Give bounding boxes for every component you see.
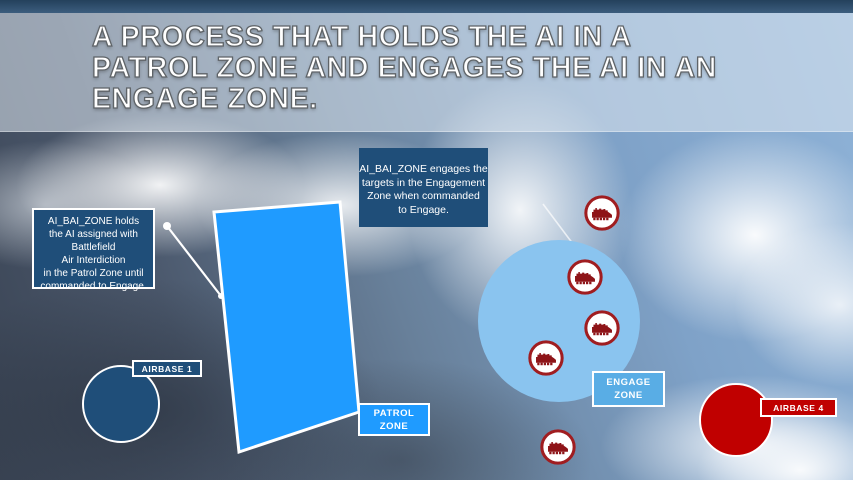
- target-icon: [583, 309, 621, 347]
- connector-dot-end: [218, 293, 224, 299]
- engage-callout: AI_BAI_ZONE engages the targets in the E…: [359, 148, 488, 227]
- target-icon: [583, 194, 621, 232]
- tank-silhouette: [548, 442, 568, 455]
- patrol-callout: AI_BAI_ZONE holds the AI assigned with B…: [32, 208, 155, 292]
- connector-line: [166, 225, 222, 297]
- tank-target-icon: [528, 340, 564, 376]
- tank-silhouette: [592, 208, 612, 221]
- airbase-4-circle: [699, 383, 773, 457]
- patrol-zone-label: PATROL ZONE: [358, 403, 430, 436]
- tank-target-icon: [584, 310, 620, 346]
- airbase-1-circle: [82, 365, 160, 443]
- tank-target-icon: [540, 429, 576, 465]
- target-icon: [539, 428, 577, 466]
- target-icon: [566, 258, 604, 296]
- tank-target-icon: [567, 259, 603, 295]
- target-icon: [527, 339, 565, 377]
- title-banner: [0, 13, 853, 132]
- airbase-4-label: AIRBASE 4: [760, 398, 837, 417]
- top-sky-strip: [0, 0, 853, 13]
- patrol-zone-shape: [212, 200, 361, 455]
- tank-silhouette: [592, 323, 612, 336]
- engage-zone-label: ENGAGE ZONE: [592, 371, 665, 407]
- airbase-1-label: AIRBASE 1: [132, 360, 202, 377]
- tank-silhouette: [536, 353, 556, 366]
- tank-target-icon: [584, 195, 620, 231]
- tank-silhouette: [575, 272, 595, 285]
- slide-title: A PROCESS THAT HOLDS THE AI IN A PATROL …: [91, 21, 717, 116]
- connector-dot-start: [163, 222, 171, 230]
